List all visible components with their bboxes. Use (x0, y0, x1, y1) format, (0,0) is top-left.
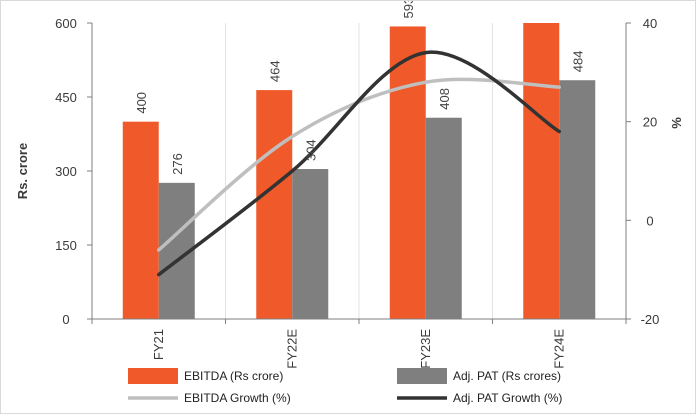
legend-swatch (397, 368, 447, 384)
legend-swatch (128, 368, 178, 384)
bar-ebitda (122, 121, 159, 320)
bar-ebitda (389, 26, 426, 319)
bar-ebitda (523, 23, 560, 319)
x-tick-label: FY21 (151, 329, 166, 360)
x-tick-label: FY24E (551, 329, 566, 369)
legend-label: Adj. PAT (Rs crores) (453, 369, 561, 383)
legend: EBITDA (Rs crore) Adj. PAT (Rs crores) EBI… (128, 368, 562, 405)
y2-tick-label: 20 (643, 115, 657, 130)
legend-label: EBITDA Growth (%) (184, 391, 291, 405)
x-tick-label: FY22E (284, 329, 299, 369)
data-label: 276 (170, 153, 185, 175)
x-tick-label: FY23E (418, 329, 433, 369)
y-tick-label: 0 (62, 312, 69, 327)
data-labels: 400 464 593 276 304 408 484 (134, 0, 586, 175)
bar-adj-pat (425, 117, 462, 319)
y-tick-label: 300 (55, 164, 77, 179)
gridlines (225, 23, 493, 319)
y-tick-label: 150 (55, 238, 77, 253)
line-adj-pat-growth (157, 50, 561, 277)
data-label: 400 (134, 92, 149, 114)
y2-tick-label: 0 (646, 213, 653, 228)
y2-tick-label: -20 (641, 312, 660, 327)
y-tick-label: 600 (55, 16, 77, 31)
bar-adj-pat (292, 169, 329, 319)
data-label: 464 (267, 60, 282, 82)
legend-label: EBITDA (Rs crore) (184, 369, 283, 383)
y-axis-title: Rs. crore (15, 143, 30, 199)
bars (122, 23, 596, 320)
bar-adj-pat (559, 80, 596, 319)
data-label: 304 (303, 139, 318, 161)
y2-axis-title: % (669, 117, 684, 129)
data-label: 484 (570, 51, 585, 73)
data-label: 593 (401, 1, 416, 18)
tick-labels: 0 150 300 450 600 -20 0 20 40 FY21 FY22E FY23E FY24E (55, 16, 659, 369)
y-tick-label: 450 (55, 90, 77, 105)
data-label: 408 (437, 88, 452, 110)
growth-lines (157, 50, 561, 277)
legend-label: Adj. PAT Growth (%) (453, 391, 562, 405)
axes (87, 22, 631, 324)
bar-ebitda (256, 90, 293, 320)
y2-tick-label: 40 (643, 16, 657, 31)
